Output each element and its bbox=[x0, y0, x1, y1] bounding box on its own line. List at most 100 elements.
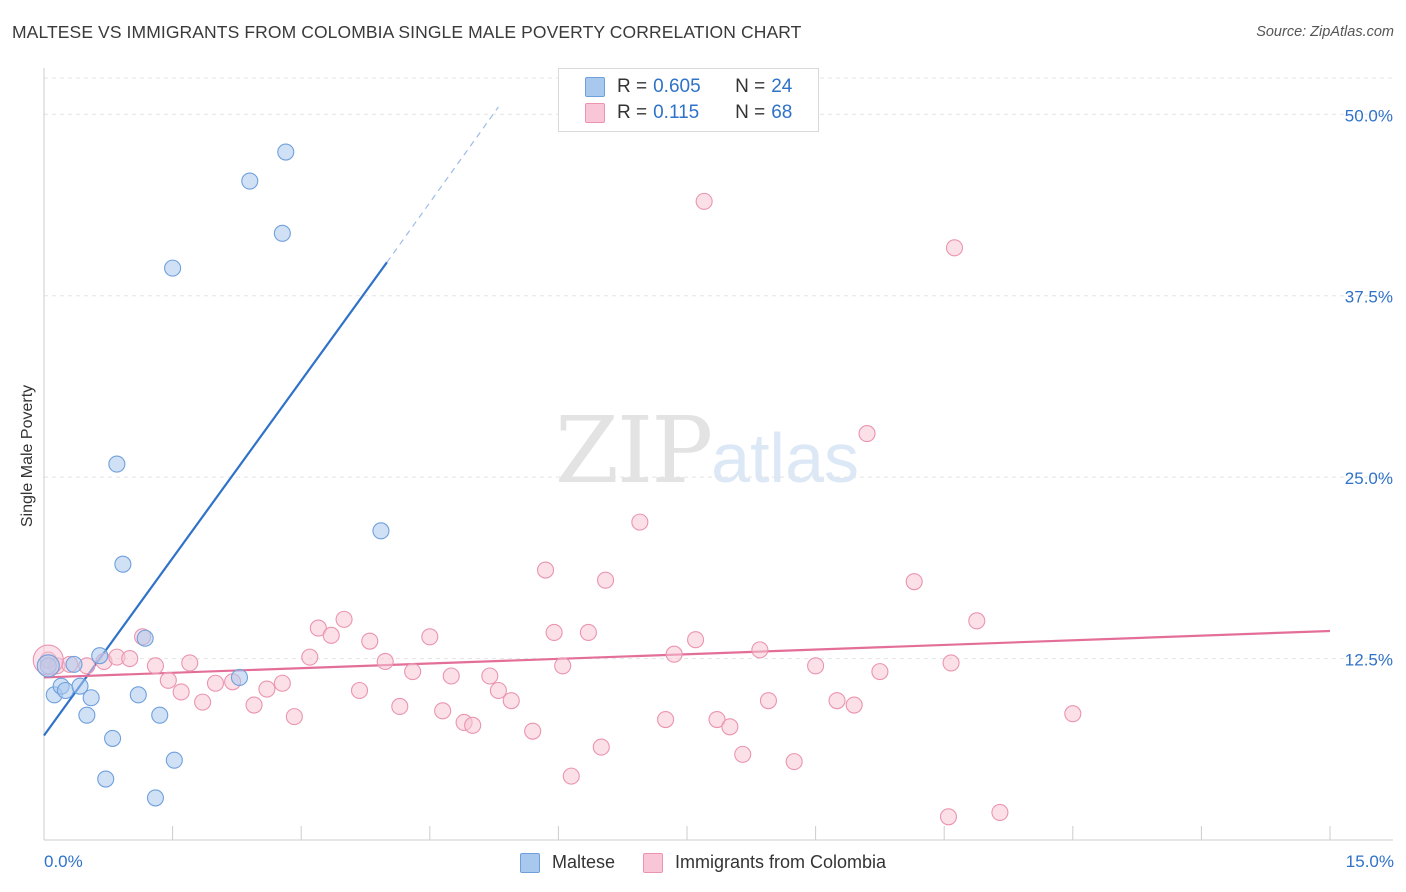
point-colombia bbox=[442, 667, 460, 685]
y-tick-label: 37.5% bbox=[1345, 288, 1393, 307]
point-maltese bbox=[104, 729, 122, 747]
legend-item-colombia[interactable]: Immigrants from Colombia bbox=[642, 852, 887, 873]
point-colombia bbox=[687, 631, 705, 649]
point-colombia bbox=[285, 708, 303, 726]
legend-item-maltese[interactable]: Maltese bbox=[519, 852, 615, 873]
point-colombia bbox=[309, 619, 327, 637]
point-maltese bbox=[97, 770, 115, 788]
y-tick-labels: 12.5% 25.0% 37.5% 50.0% bbox=[1345, 106, 1393, 669]
point-colombia bbox=[376, 652, 394, 671]
point-colombia bbox=[159, 671, 177, 689]
point-colombia bbox=[481, 667, 499, 685]
point-colombia bbox=[665, 645, 683, 663]
point-colombia bbox=[759, 692, 777, 710]
point-colombia bbox=[657, 710, 675, 729]
legend-swatch-colombia bbox=[642, 852, 663, 873]
point-maltese bbox=[146, 789, 165, 807]
x-tick-label-min: 0.0% bbox=[44, 852, 83, 871]
y-tick-label: 12.5% bbox=[1345, 651, 1393, 670]
point-colombia bbox=[172, 683, 190, 701]
point-maltese bbox=[82, 689, 100, 707]
point-colombia bbox=[579, 623, 597, 641]
legend-n-value: 68 bbox=[771, 102, 793, 123]
point-colombia bbox=[828, 692, 846, 710]
legend-label-colombia: Immigrants from Colombia bbox=[674, 852, 887, 872]
chart-title: MALTESE VS IMMIGRANTS FROM COLOMBIA SING… bbox=[12, 22, 802, 42]
point-colombia bbox=[335, 610, 353, 628]
point-colombia bbox=[751, 641, 769, 659]
point-colombia bbox=[562, 767, 580, 785]
point-colombia bbox=[708, 710, 726, 729]
point-colombia bbox=[350, 681, 369, 700]
point-colombia bbox=[524, 722, 542, 740]
trend-line-maltese-extension bbox=[386, 106, 499, 263]
point-colombia bbox=[695, 192, 713, 210]
series-legend: Maltese Immigrants from Colombia bbox=[0, 852, 1406, 873]
point-colombia bbox=[592, 738, 610, 756]
legend-label-maltese: Maltese bbox=[551, 852, 615, 872]
point-maltese bbox=[114, 555, 132, 573]
point-maltese bbox=[78, 706, 96, 724]
point-colombia bbox=[464, 716, 482, 734]
point-maltese bbox=[56, 681, 74, 700]
point-colombia bbox=[939, 808, 958, 826]
legend-row-colombia: R = 0.115 N = 68 bbox=[585, 101, 792, 125]
legend-r-label: R = bbox=[617, 76, 648, 97]
point-colombia bbox=[554, 657, 572, 675]
point-colombia bbox=[273, 674, 291, 692]
point-colombia bbox=[945, 239, 964, 257]
point-maltese-cluster bbox=[36, 654, 60, 678]
point-colombia bbox=[121, 650, 139, 668]
point-colombia bbox=[146, 657, 165, 675]
correlation-legend: R = 0.605 N = 24 R = 0.115 N = 68 bbox=[558, 68, 819, 132]
point-colombia bbox=[391, 697, 409, 716]
point-maltese bbox=[65, 655, 83, 673]
point-colombia bbox=[858, 425, 876, 443]
legend-r-label: R = bbox=[617, 102, 648, 123]
point-colombia bbox=[421, 628, 439, 646]
source-label: Source: ZipAtlas.com bbox=[1256, 24, 1394, 40]
legend-swatch-maltese bbox=[585, 77, 605, 97]
point-maltese bbox=[277, 143, 295, 161]
point-maltese bbox=[71, 677, 89, 695]
data-points bbox=[32, 143, 1082, 826]
point-colombia bbox=[1064, 705, 1082, 723]
point-colombia bbox=[361, 632, 379, 650]
trend-line-maltese bbox=[43, 261, 388, 737]
point-colombia bbox=[206, 674, 225, 692]
point-colombia bbox=[404, 663, 422, 681]
point-maltese bbox=[273, 224, 291, 242]
trend-lines bbox=[43, 106, 1331, 737]
legend-r-value: 0.605 bbox=[653, 76, 701, 97]
y-tick-label: 50.0% bbox=[1345, 106, 1393, 125]
point-colombia bbox=[245, 696, 263, 714]
point-colombia bbox=[631, 513, 649, 531]
point-colombia bbox=[301, 648, 319, 666]
legend-swatch-maltese bbox=[519, 852, 540, 873]
point-colombia bbox=[905, 573, 923, 591]
point-maltese bbox=[164, 259, 182, 277]
point-colombia bbox=[181, 654, 199, 672]
legend-swatch-colombia bbox=[585, 103, 605, 123]
point-maltese bbox=[230, 668, 249, 686]
y-tick-label: 25.0% bbox=[1345, 469, 1393, 488]
grid-lines bbox=[44, 77, 1393, 660]
point-colombia bbox=[845, 696, 863, 714]
point-colombia bbox=[871, 663, 889, 681]
point-colombia bbox=[597, 571, 615, 589]
point-maltese bbox=[136, 629, 154, 647]
point-colombia bbox=[545, 623, 563, 641]
legend-n-value: 24 bbox=[771, 76, 793, 97]
point-colombia bbox=[968, 612, 986, 630]
point-maltese bbox=[91, 647, 109, 665]
point-colombia bbox=[785, 753, 803, 771]
point-maltese bbox=[241, 172, 259, 190]
legend-n-label: N = bbox=[735, 76, 766, 97]
axes bbox=[43, 68, 1393, 841]
point-colombia bbox=[536, 561, 555, 579]
point-colombia bbox=[807, 657, 825, 675]
point-colombia bbox=[942, 654, 960, 672]
legend-row-maltese: R = 0.605 N = 24 bbox=[585, 75, 792, 99]
point-maltese bbox=[165, 751, 183, 769]
